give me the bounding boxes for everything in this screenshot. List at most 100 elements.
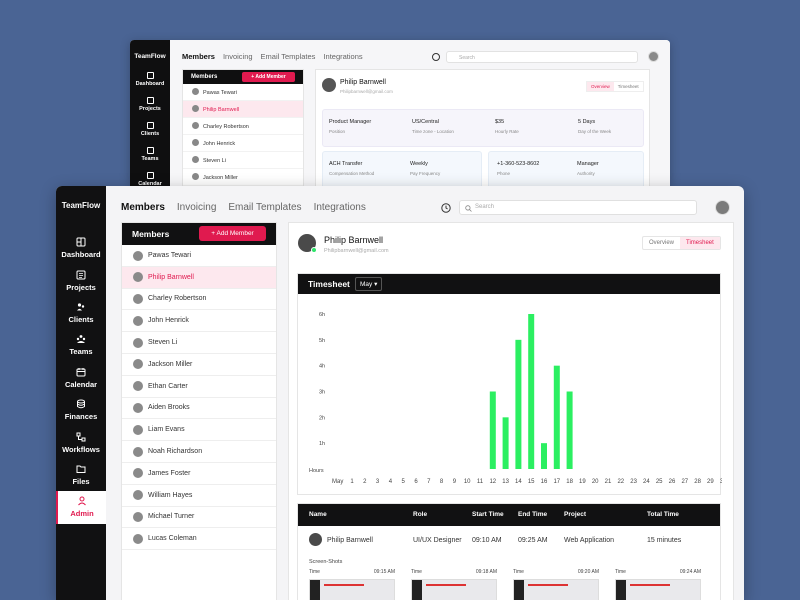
tab-overview[interactable]: Overview [649, 240, 675, 246]
back-members-list: Members + Add Member Pawas Tewari Philip … [182, 69, 304, 186]
chart-bar [553, 365, 560, 469]
screenshot-thumb[interactable]: Time 09:15 AM [309, 569, 395, 600]
screenshot-image [615, 579, 701, 600]
profile-panel: Philip Barnwell Philipbarnwell@gmail.com… [288, 222, 734, 600]
sidebar-item-admin[interactable]: Admin [56, 491, 106, 524]
x-tick-label: 17 [553, 479, 560, 485]
sidebar-item-clients[interactable]: Clients [56, 297, 106, 329]
tab-email-templates[interactable]: Email Templates [228, 202, 302, 213]
back-payment-card: ACH Transfer Compensation Method Weekly Pa… [322, 151, 482, 186]
member-avatar [133, 533, 143, 544]
screenshots-label: Screen-Shots [309, 559, 343, 565]
member-row[interactable]: Charley Robertson [122, 289, 276, 311]
back-view-toggle: Overview Timesheet [586, 81, 644, 92]
search-icon [465, 204, 472, 212]
screenshot-thumb[interactable]: Time 09:24 AM [615, 569, 701, 600]
screenshot-thumb[interactable]: Time 09:20 AM [513, 569, 599, 600]
back-nav-label: Projects [139, 106, 161, 112]
clock-icon[interactable] [441, 203, 451, 213]
chart-bar [502, 417, 509, 469]
back-profile-panel: Philip Barnwell Philipbarnwell@gmail.com… [315, 69, 650, 186]
sidebar-item-teams[interactable]: Teams [56, 329, 106, 361]
search-input[interactable]: Search [459, 200, 697, 215]
member-row[interactable]: Noah Richardson [122, 441, 276, 463]
back-toggle-timesheet: Timesheet [617, 84, 639, 89]
back-profile-email: Philipbarnwell@gmail.com [340, 89, 393, 94]
back-member-row: Jackson Miller [183, 169, 303, 186]
member-name: Aiden Brooks [148, 404, 190, 412]
timesheet-card: Timesheet May ▾ Hours 1h 2h 3h 4h 5h 6h May 1 2 3 4… [297, 273, 722, 495]
month-select[interactable]: May ▾ [355, 277, 383, 291]
cell-end-time: 09:25 AM [518, 537, 548, 544]
back-member-row: John Henrick [183, 135, 303, 152]
member-row[interactable]: Ethan Carter [122, 376, 276, 398]
y-tick-label: 3h [319, 390, 325, 396]
member-avatar [133, 424, 143, 435]
background-window: TeamFlow Dashboard Projects Clients Teams Ca… [130, 40, 670, 186]
chart-bar [541, 443, 547, 469]
col-end-time: End Time [518, 511, 548, 518]
x-tick-label: 22 [617, 479, 624, 485]
back-nav-label: Clients [140, 131, 160, 137]
sidebar-item-files[interactable]: Files [56, 459, 106, 491]
user-avatar[interactable] [715, 200, 730, 215]
teams-icon [76, 335, 86, 344]
member-row[interactable]: John Henrick [122, 310, 276, 333]
screenshot-time: 09:20 AM [577, 569, 599, 575]
member-avatar [133, 468, 143, 479]
member-row[interactable]: Liam Evans [122, 419, 276, 442]
back-card-item: +1-360-523-8602 Phone [497, 161, 540, 176]
x-tick-label: 7 [427, 479, 431, 485]
x-tick-label: 23 [630, 479, 637, 485]
x-tick-label: 4 [389, 479, 393, 485]
back-nav-icon [146, 172, 154, 179]
sidebar-item-finances[interactable]: Finances [56, 394, 106, 426]
back-nav-item: Projects [130, 97, 170, 122]
x-tick-label: 14 [515, 479, 522, 485]
table-row[interactable]: Philip Barnwell UI/UX Designer 09:10 AM … [298, 526, 720, 556]
member-row[interactable]: Philip Barnwell [122, 266, 276, 289]
sidebar-item-projects[interactable]: Projects [56, 264, 106, 296]
back-member-avatar [192, 173, 199, 180]
member-row[interactable]: Pawas Tewari [122, 245, 276, 267]
back-tab: Members [182, 52, 215, 61]
sidebar-item-workflows[interactable]: Workflows [56, 426, 106, 458]
tab-timesheet[interactable]: Timesheet [680, 237, 720, 249]
member-row[interactable]: Lucas Coleman [122, 528, 276, 551]
member-row[interactable]: William Hayes [122, 485, 276, 507]
back-card-item: Manager Authority [577, 161, 599, 176]
back-tab: Invoicing [222, 52, 253, 61]
y-tick-label: 2h [319, 415, 325, 421]
sidebar-item-dashboard[interactable]: Dashboard [56, 232, 106, 264]
x-tick-label: 9 [453, 479, 457, 485]
member-row[interactable]: James Foster [122, 463, 276, 485]
add-member-button[interactable]: + Add Member [199, 226, 266, 241]
screenshot-thumb[interactable]: Time 09:18 AM [411, 569, 497, 600]
x-tick-label: 5 [402, 479, 406, 485]
back-user-avatar [648, 51, 659, 62]
member-avatar [133, 359, 143, 370]
sidebar-item-label: Teams [69, 347, 93, 357]
y-tick-label: 1h [319, 441, 325, 447]
member-row[interactable]: Steven Li [122, 332, 276, 354]
member-name: James Foster [148, 469, 191, 477]
sidebar-item-calendar[interactable]: Calendar [56, 362, 106, 394]
tab-invoicing[interactable]: Invoicing [176, 202, 217, 213]
member-row[interactable]: Michael Turner [122, 507, 276, 529]
dashboard-icon [76, 237, 86, 247]
projects-icon [76, 270, 86, 280]
member-name: Michael Turner [148, 513, 195, 521]
chart-bar [515, 339, 522, 469]
x-tick-label: 26 [669, 479, 676, 485]
tab-members[interactable]: Members [121, 202, 165, 213]
back-profile-avatar [322, 78, 336, 92]
cell-name: Philip Barnwell [327, 537, 373, 544]
back-info-label: Time zone - Location [412, 129, 454, 134]
back-member-name: John Henrick [203, 141, 236, 147]
x-tick-label: 3 [376, 479, 380, 485]
member-row[interactable]: Aiden Brooks [122, 398, 276, 420]
tab-integrations[interactable]: Integrations [313, 202, 366, 213]
col-role: Role [413, 511, 428, 518]
member-row[interactable]: Jackson Miller [122, 354, 276, 376]
back-info-value: Product Manager [329, 119, 372, 125]
